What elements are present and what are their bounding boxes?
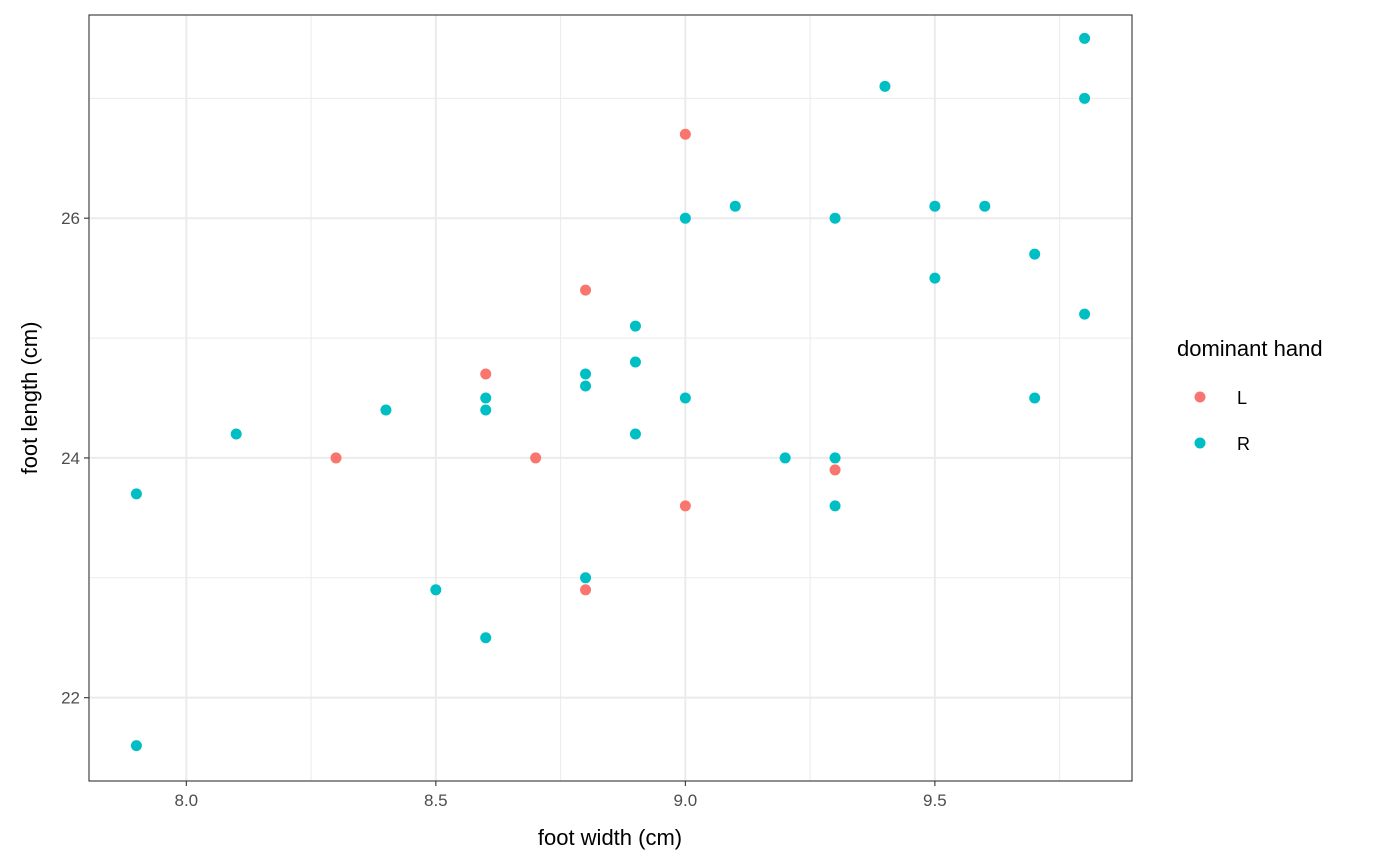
- data-point-r: [829, 452, 841, 464]
- plot-panel-border: [88, 14, 1133, 782]
- data-point-r: [629, 428, 641, 440]
- data-point-r: [580, 368, 592, 380]
- data-point-l: [580, 284, 592, 296]
- legend-title: dominant hand: [1177, 336, 1323, 361]
- data-point-r: [480, 392, 492, 404]
- data-point-r: [1029, 248, 1041, 260]
- legend-label-r: R: [1237, 434, 1250, 454]
- data-point-r: [629, 356, 641, 368]
- legend-key-r: [1194, 437, 1206, 449]
- data-point-r: [430, 584, 442, 596]
- legend-items: LR: [1194, 388, 1250, 454]
- data-point-r: [1079, 32, 1091, 44]
- data-point-l: [330, 452, 342, 464]
- y-tick-label: 24: [61, 449, 80, 468]
- legend: dominant hand LR: [1177, 336, 1323, 454]
- data-point-l: [679, 500, 691, 512]
- y-axis-ticks: 22 24 26: [61, 209, 89, 708]
- data-point-r: [979, 200, 991, 212]
- data-point-r: [929, 200, 941, 212]
- x-tick-label: 9.5: [923, 791, 947, 810]
- data-point-l: [480, 368, 492, 380]
- data-point-r: [480, 404, 492, 416]
- data-point-l: [679, 128, 691, 140]
- data-point-r: [1079, 92, 1091, 104]
- y-axis-title: foot length (cm): [17, 322, 42, 475]
- x-tick-label: 8.0: [174, 791, 198, 810]
- major-gridlines: [89, 15, 1132, 781]
- data-point-r: [380, 404, 392, 416]
- data-point-r: [779, 452, 791, 464]
- data-point-l: [829, 464, 841, 476]
- y-tick-label: 22: [61, 689, 80, 708]
- data-point-r: [929, 272, 941, 284]
- data-point-r: [829, 212, 841, 224]
- x-axis-title: foot width (cm): [538, 825, 682, 850]
- data-point-r: [679, 392, 691, 404]
- data-point-r: [679, 212, 691, 224]
- legend-label-l: L: [1237, 388, 1247, 408]
- data-point-l: [530, 452, 542, 464]
- data-point-r: [879, 80, 891, 92]
- x-tick-label: 8.5: [424, 791, 448, 810]
- data-point-r: [1029, 392, 1041, 404]
- data-point-r: [580, 380, 592, 392]
- data-point-r: [130, 740, 142, 752]
- data-point-r: [729, 200, 741, 212]
- data-point-r: [580, 572, 592, 584]
- legend-key-l: [1194, 391, 1206, 403]
- x-tick-label: 9.0: [674, 791, 698, 810]
- data-point-r: [230, 428, 242, 440]
- data-point-r: [480, 632, 492, 644]
- data-points: [130, 32, 1091, 752]
- x-axis-ticks: 8.0 8.5 9.0 9.5: [174, 781, 947, 810]
- data-point-r: [629, 320, 641, 332]
- data-point-r: [1079, 308, 1091, 320]
- data-point-l: [580, 584, 592, 596]
- y-tick-label: 26: [61, 209, 80, 228]
- minor-gridlines: [89, 15, 1132, 781]
- data-point-r: [829, 500, 841, 512]
- data-point-r: [130, 488, 142, 500]
